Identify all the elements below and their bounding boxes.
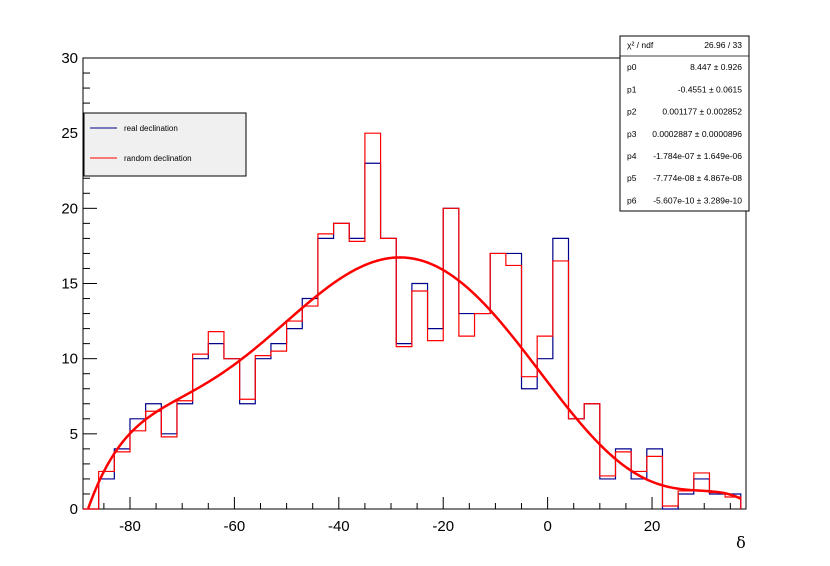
stats-row-value: -7.774e-08 ± 4.867e-08 (653, 173, 742, 183)
y-tick-label: 20 (61, 200, 78, 217)
legend-label-random: random declination (124, 154, 192, 163)
y-tick-label: 5 (70, 426, 78, 443)
x-tick-label: 0 (543, 518, 551, 535)
stats-row-label: p4 (627, 151, 637, 161)
legend-label-real: real declination (124, 124, 178, 133)
stats-row-label: p6 (627, 195, 637, 205)
stats-row-value: 0.001177 ± 0.002852 (662, 107, 742, 117)
fit-statistics-box: χ² / ndf 26.96 / 33 p0 8.447 ± 0.926 p1 -0.45… (619, 35, 750, 212)
stats-row-value: 0.0002887 ± 0.0000896 (652, 129, 742, 139)
legend-box (83, 112, 247, 177)
x-axis: -80 -60 -40 -20 0 20 (103, 497, 731, 535)
y-tick-label: 10 (61, 351, 78, 368)
y-tick-label: 15 (61, 276, 78, 293)
x-tick-label: -60 (224, 518, 246, 535)
stats-row-value: -5.607e-10 ± 3.289e-10 (653, 195, 742, 205)
legend: real declination random declination (83, 112, 247, 177)
stats-row-label: p1 (627, 84, 637, 94)
stats-row-value: 26.96 / 33 (704, 40, 742, 50)
stats-row-label: p0 (627, 62, 637, 72)
x-axis-title: δ (736, 533, 746, 552)
fit-curve-layer (87, 256, 742, 509)
fit-curve (87, 256, 742, 509)
x-tick-label: -20 (432, 518, 454, 535)
y-tick-label: 30 (61, 50, 78, 67)
stats-row-label: χ² / ndf (627, 40, 654, 50)
stats-row-label: p2 (627, 107, 637, 117)
x-tick-label: -40 (328, 518, 350, 535)
stats-box (619, 35, 750, 212)
y-tick-label: 0 (70, 501, 78, 518)
stats-row-value: -0.4551 ± 0.0615 (678, 84, 742, 94)
stats-row-value: 8.447 ± 0.926 (690, 62, 742, 72)
stats-row-value: -1.784e-07 ± 1.649e-06 (653, 151, 742, 161)
x-tick-label: -80 (119, 518, 141, 535)
x-tick-label: 20 (644, 518, 661, 535)
stats-rows: χ² / ndf 26.96 / 33 p0 8.447 ± 0.926 p1 -0.45… (620, 40, 749, 205)
stats-row-label: p3 (627, 129, 637, 139)
y-tick-label: 25 (61, 125, 78, 142)
stats-row-label: p5 (627, 173, 637, 183)
